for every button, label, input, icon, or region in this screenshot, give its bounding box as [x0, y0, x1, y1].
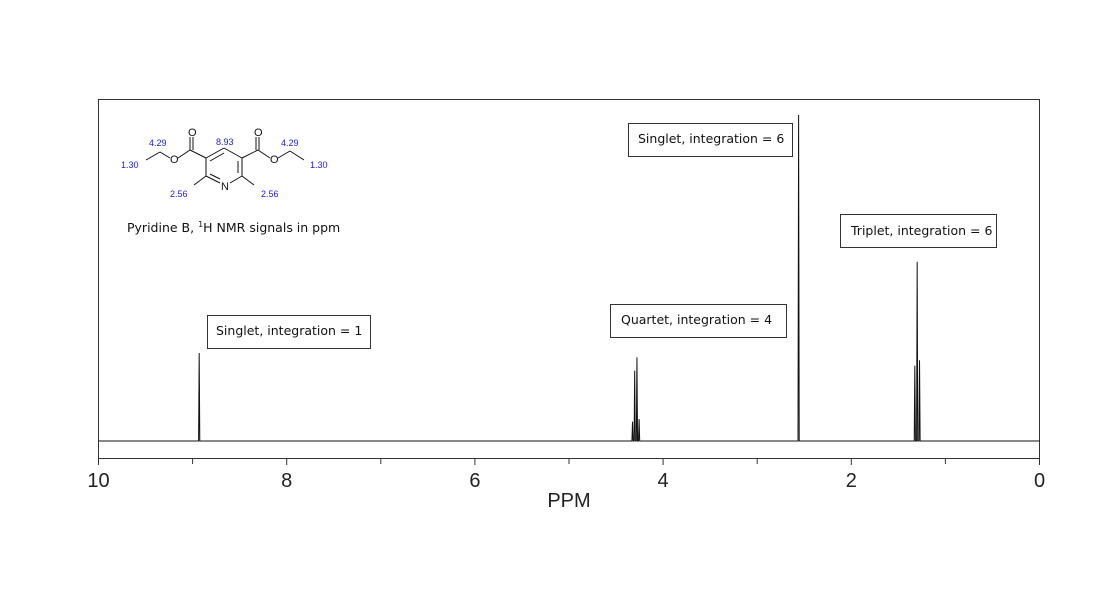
svg-text:4.29: 4.29	[281, 138, 299, 148]
svg-text:8.93: 8.93	[216, 137, 234, 147]
x-axis-title: PPM	[547, 490, 590, 512]
svg-text:Quartet, integration = 4: Quartet, integration = 4	[621, 312, 772, 327]
spectrum-trace	[98, 114, 1040, 442]
svg-text:Singlet, integration = 6: Singlet, integration = 6	[638, 131, 784, 146]
annotation-quartet-4: Quartet, integration = 4	[610, 304, 787, 338]
svg-text:O: O	[170, 154, 179, 166]
svg-text:O: O	[254, 127, 263, 139]
svg-text:O: O	[188, 127, 197, 139]
x-tick-label: 6	[469, 470, 480, 492]
svg-text:4.29: 4.29	[149, 138, 167, 148]
x-tick-label: 0	[1034, 470, 1045, 492]
molecule-atoms: O O O O N	[170, 127, 279, 193]
svg-text:1.30: 1.30	[310, 160, 328, 170]
x-tick-label: 10	[87, 470, 109, 492]
annotation-triplet-6: Triplet, integration = 6	[840, 214, 997, 248]
x-tick-label: 8	[281, 470, 292, 492]
svg-text:1.30: 1.30	[121, 160, 139, 170]
plot-frame	[98, 99, 1040, 459]
molecule-caption: Pyridine B, 1H NMR signals in ppm	[127, 220, 340, 235]
x-tick-label: 4	[658, 470, 669, 492]
x-tick-label: 2	[846, 470, 857, 492]
molecule-shift-labels: 4.29 1.30 8.93 4.29 1.30 2.56 2.56	[121, 137, 328, 199]
molecule-structure	[145, 137, 305, 186]
svg-text:N: N	[221, 181, 229, 193]
svg-text:Singlet, integration = 1: Singlet, integration = 1	[216, 323, 362, 338]
annotation-singlet-6: Singlet, integration = 6	[628, 123, 793, 157]
svg-text:2.56: 2.56	[261, 189, 279, 199]
svg-text:O: O	[270, 154, 279, 166]
x-axis-ticks: 10 8 6 4 2 0	[87, 458, 1045, 492]
svg-text:2.56: 2.56	[170, 189, 188, 199]
annotation-singlet-1: Singlet, integration = 1	[207, 315, 371, 349]
svg-text:Triplet, integration = 6: Triplet, integration = 6	[850, 223, 992, 238]
